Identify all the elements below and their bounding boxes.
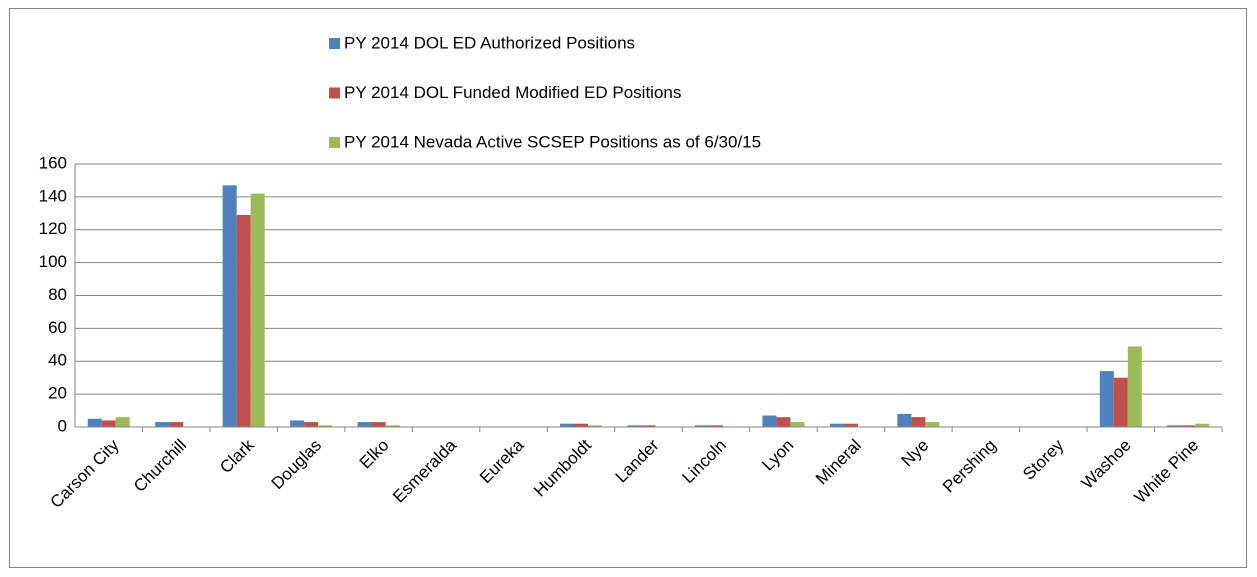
bar [1181,425,1196,427]
bar [790,422,805,427]
bar [1127,346,1142,427]
bar [357,422,372,427]
bar [371,422,386,427]
bar [1099,371,1114,427]
bar [169,422,184,427]
bar [843,423,858,427]
y-tick-label: 120 [39,219,67,238]
bar [776,417,791,427]
legend-swatch [329,87,340,99]
y-tick-label: 140 [39,186,67,205]
y-tick-label: 0 [58,416,67,435]
bar [222,185,237,427]
chart-border [9,8,1247,568]
bar [115,417,130,427]
legend-label: PY 2014 Nevada Active SCSEP Positions as… [344,132,761,151]
bar [1195,423,1210,427]
legend-label: PY 2014 DOL Funded Modified ED Positions [344,83,681,102]
bar [250,193,265,427]
y-tick-label: 40 [48,351,67,370]
bar [1167,425,1182,427]
bar [574,423,589,427]
bar [897,413,912,427]
bar [87,418,102,427]
legend-label: PY 2014 DOL ED Authorized Positions [344,33,635,52]
y-tick-label: 100 [39,252,67,271]
y-tick-label: 80 [48,285,67,304]
bar [101,420,116,427]
bar [708,425,723,427]
bar [304,422,319,427]
legend-swatch [329,137,340,148]
y-tick-label: 20 [48,384,67,403]
bar [694,425,709,427]
bar [588,425,603,427]
bar [911,417,926,427]
bar [925,422,940,427]
bar [641,425,656,427]
bar [1113,377,1128,427]
bar [236,214,251,427]
y-tick-label: 160 [39,153,67,172]
legend-swatch [329,38,340,49]
bar [385,425,400,427]
bar [829,423,844,427]
bar [155,422,170,427]
bar [560,423,575,427]
bar [627,425,642,427]
y-tick-label: 60 [48,318,67,337]
bar [762,415,777,427]
bar [290,420,305,427]
bar [318,425,333,427]
